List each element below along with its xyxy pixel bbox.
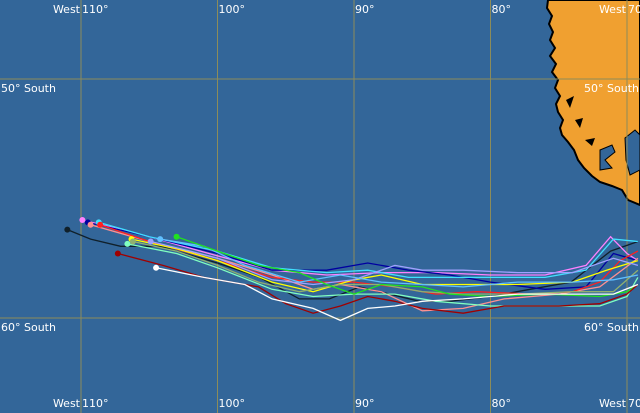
longitude-label-bottom: 110°: [82, 397, 109, 410]
longitude-label-bottom: 100°: [218, 397, 246, 410]
drifter-start-marker-6[interactable]: [97, 221, 104, 228]
south-america-coast: [545, 0, 640, 207]
longitude-label-bottom: 80°: [491, 397, 512, 410]
drifter-start-marker-10[interactable]: [147, 238, 154, 245]
longitude-label-top: 110°: [82, 3, 109, 16]
drifter-track-6[interactable]: [99, 224, 639, 295]
longitude-label-top: 100°: [218, 3, 246, 16]
drifter-track-13[interactable]: [117, 252, 639, 314]
drifter-start-marker-1[interactable]: [64, 226, 71, 233]
longitude-prefix: West: [52, 397, 80, 410]
latitude-label-right: 60° South: [584, 321, 639, 334]
drifter-track-10[interactable]: [150, 240, 639, 286]
drifter-tracks: [64, 217, 639, 322]
drifter-start-marker-4[interactable]: [87, 221, 94, 228]
longitude-label-bottom: 70: [628, 397, 640, 410]
drifter-track-14[interactable]: [155, 267, 639, 322]
latitude-label-left: 50° South: [1, 82, 56, 95]
longitude-prefix: West: [52, 3, 80, 16]
latitude-label-left: 60° South: [1, 321, 56, 334]
drifter-start-marker-12[interactable]: [173, 233, 180, 240]
drifter-start-marker-9[interactable]: [124, 240, 131, 247]
drifter-start-marker-2[interactable]: [79, 217, 86, 224]
drifter-start-marker-8[interactable]: [129, 238, 136, 245]
longitude-label-bottom: 90°: [355, 397, 375, 410]
longitude-label-top: 70: [628, 3, 640, 16]
longitude-prefix: West: [598, 397, 626, 410]
longitude-label-top: 90°: [355, 3, 375, 16]
drifter-track-12[interactable]: [176, 236, 639, 298]
drifter-start-marker-11[interactable]: [157, 236, 164, 243]
longitude-label-top: 80°: [491, 3, 512, 16]
drifter-start-marker-14[interactable]: [153, 264, 160, 271]
latitude-label-right: 50° South: [584, 82, 639, 95]
drifter-track-11[interactable]: [160, 238, 639, 288]
longitude-prefix: West: [598, 3, 626, 16]
drifter-track-2[interactable]: [82, 219, 639, 276]
drifter-track-9[interactable]: [127, 243, 639, 307]
drifter-start-marker-13[interactable]: [114, 250, 121, 257]
